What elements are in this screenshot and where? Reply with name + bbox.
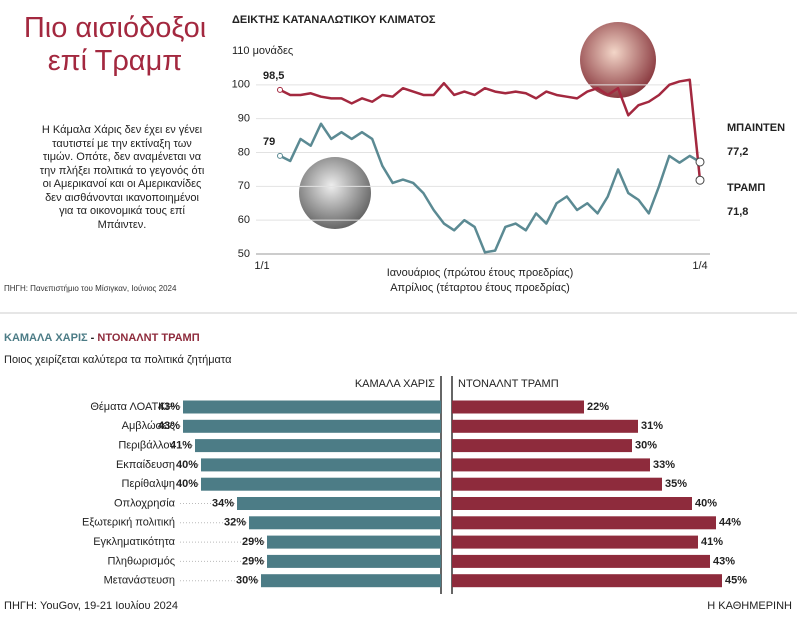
y-tick-label: 70 (238, 180, 250, 192)
bar (261, 574, 441, 588)
category-label: Θέματα ΛΟΑΤΚΙ+ (90, 401, 175, 413)
value-label: 33% (653, 459, 675, 471)
value-label: 22% (587, 401, 609, 413)
bar (201, 458, 441, 472)
value-label: 43% (158, 401, 180, 413)
category-label: Εξωτερική πολιτική (82, 517, 175, 529)
x-tick-label: 1/1 (254, 260, 269, 272)
category-label: Περιβάλλον (118, 440, 175, 452)
value-label: 35% (665, 478, 687, 490)
kicker-dash: - (88, 332, 98, 344)
legend-label: ΜΠΑΙΝΤΕΝ (727, 122, 785, 134)
y-tick-label: 100 (232, 79, 250, 91)
start-label: 79 (263, 136, 275, 148)
end-label: 77,2 (727, 146, 748, 158)
kicker-name: ΝΤΟΝΑΛΝΤ ΤΡΑΜΠ (97, 332, 199, 344)
source: ΠΗΓΗ: YouGov, 19-21 Ιουλίου 2024 (4, 600, 178, 612)
bar (452, 439, 632, 453)
value-label: 43% (158, 420, 180, 432)
legend-label: ΤΡΑΜΠ (727, 182, 765, 194)
start-point (277, 152, 283, 159)
category-label: Αμβλώσεις (122, 420, 175, 432)
value-label: 43% (713, 555, 735, 567)
bar (267, 535, 441, 549)
x-tick-label: 1/4 (692, 260, 707, 272)
headline: Πιο αισιόδοξοι επί Τραμπ (23, 12, 207, 77)
chart-title: Ποιος χειρίζεται καλύτερα τα πολιτικά ζη… (4, 354, 232, 366)
y-tick-label: 90 (238, 113, 250, 125)
bar (237, 497, 441, 510)
bar (452, 554, 710, 568)
value-label: 29% (242, 555, 264, 567)
bar (267, 554, 441, 568)
value-label: 30% (236, 575, 258, 587)
value-label: 32% (224, 517, 246, 529)
value-label: 40% (176, 478, 198, 490)
category-label: Πληθωρισμός (107, 555, 175, 567)
value-label: 41% (170, 440, 192, 452)
value-label: 45% (725, 575, 747, 587)
bar (452, 574, 722, 588)
end-label: 71,8 (727, 206, 748, 218)
bar (249, 516, 441, 530)
portrait (580, 22, 656, 98)
bar (452, 458, 650, 472)
category-label: Μετανάστευση (104, 575, 175, 587)
bar (183, 419, 441, 433)
bar (452, 535, 698, 549)
bar (201, 477, 441, 491)
kicker: ΚΑΜΑΛΑ ΧΑΡΙΣ - ΝΤΟΝΑΛΝΤ ΤΡΑΜΠ (4, 332, 200, 344)
kicker-name: ΚΑΜΑΛΑ ΧΑΡΙΣ (4, 332, 88, 344)
column-header: ΚΑΜΑΛΑ ΧΑΡΙΣ (355, 378, 435, 390)
line-series (279, 122, 701, 254)
bar (183, 400, 441, 414)
bar (195, 439, 441, 453)
category-label: Εκπαίδευση (116, 459, 175, 471)
value-label: 44% (719, 517, 741, 529)
y-tick-label: 60 (238, 214, 250, 226)
value-label: 31% (641, 420, 663, 432)
line-series (279, 78, 702, 181)
value-label: 40% (695, 497, 717, 509)
x-axis-label: Απρίλιος (τέταρτου έτους προεδρίας) (390, 282, 570, 294)
bar (452, 419, 638, 433)
category-label: Οπλοχρησία (114, 497, 176, 509)
bar (452, 400, 584, 414)
bar (452, 516, 716, 530)
value-label: 34% (212, 497, 234, 509)
bar (452, 477, 662, 491)
start-point (277, 86, 283, 93)
value-label: 41% (701, 536, 723, 548)
y-tick-label: 80 (238, 146, 250, 158)
y-tick-label: 110 μονάδες (232, 45, 293, 57)
value-label: 40% (176, 459, 198, 471)
end-point (695, 157, 705, 167)
bar (452, 497, 692, 510)
start-label: 98,5 (263, 70, 284, 82)
credit: Η ΚΑΘΗΜΕΡΙΝΗ (707, 600, 792, 612)
body-text: Η Κάμαλα Χάρις δεν έχει εν γένει ταυτιστ… (39, 124, 205, 231)
chart-title: ΔΕΙΚΤΗΣ ΚΑΤΑΝΑΛΩΤΙΚΟΥ ΚΛΙΜΑΤΟΣ (232, 14, 436, 26)
category-label: Περίθαλψη (122, 478, 176, 490)
source: ΠΗΓΗ: Πανεπιστήμιο του Μίσιγκαν, Ιούνιος… (4, 284, 177, 293)
end-point (695, 175, 705, 185)
y-tick-label: 50 (238, 248, 250, 260)
value-label: 29% (242, 536, 264, 548)
value-label: 30% (635, 440, 657, 452)
portrait (299, 157, 371, 229)
x-axis-label: Ιανουάριος (πρώτου έτους προεδρίας) (387, 267, 574, 279)
column-header: ΝΤΟΝΑΛΝΤ ΤΡΑΜΠ (458, 378, 559, 390)
category-label: Εγκληματικότητα (93, 536, 175, 548)
